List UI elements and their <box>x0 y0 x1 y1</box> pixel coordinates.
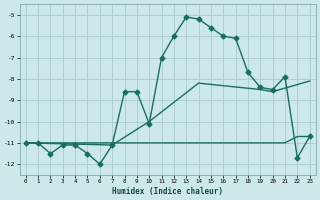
X-axis label: Humidex (Indice chaleur): Humidex (Indice chaleur) <box>112 187 223 196</box>
